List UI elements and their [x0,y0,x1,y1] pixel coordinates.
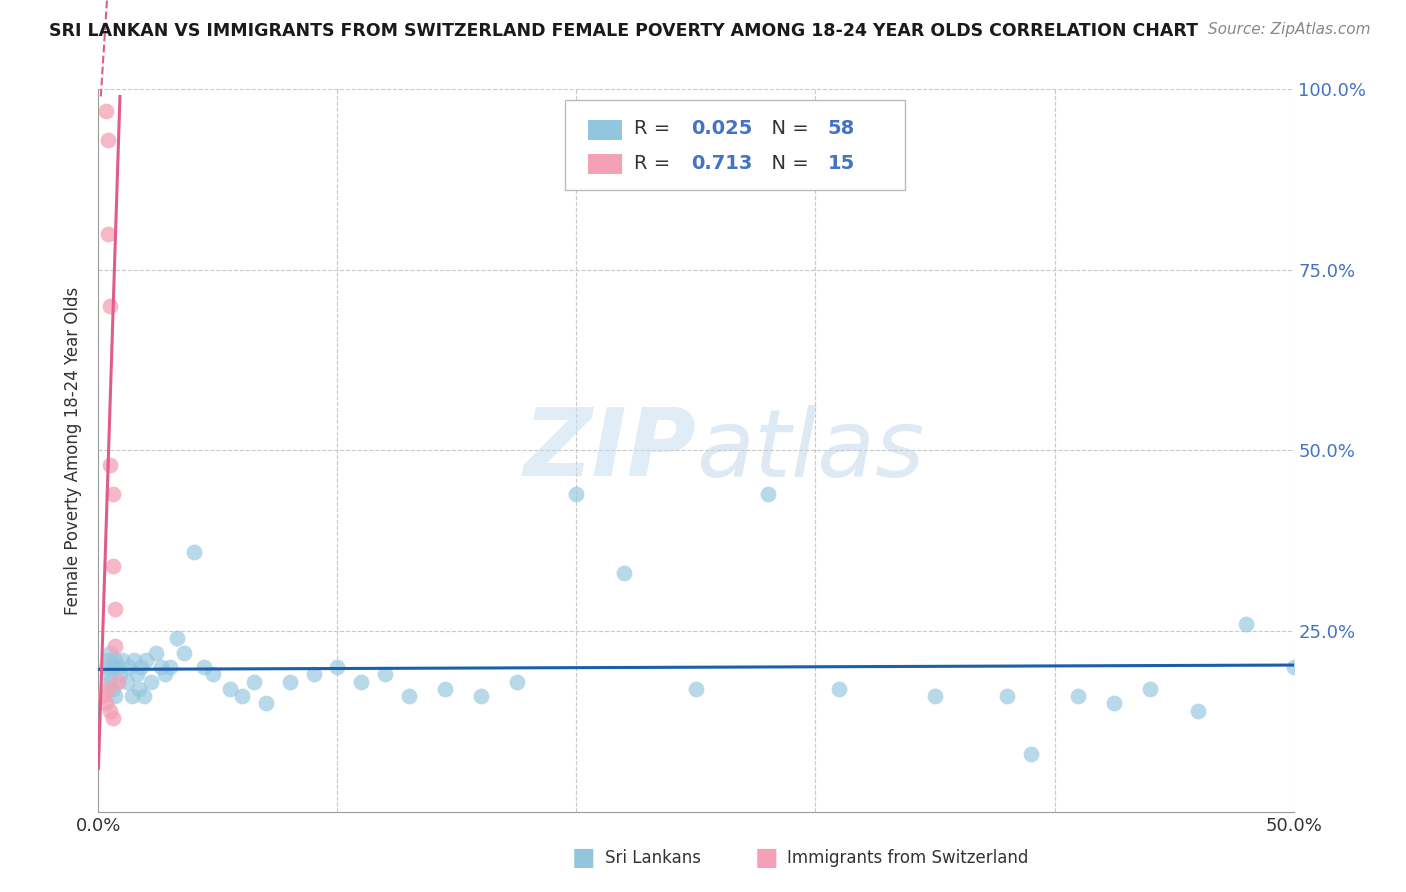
Point [155,667,177,681]
Point [166,632,188,646]
Point [193,660,215,674]
Point [111,653,134,667]
Point [173,646,195,660]
Text: ■: ■ [755,847,778,870]
Bar [589,120,621,140]
Text: Immigrants from Switzerland: Immigrants from Switzerland [787,849,1029,867]
Point [1019,747,1042,761]
Point [98,646,122,660]
Text: 0.713: 0.713 [692,154,752,173]
Point [183,544,205,558]
Point [124,653,146,667]
Point [756,487,779,501]
Point [149,660,172,674]
Point [104,639,127,653]
Point [97,653,120,667]
Point [434,681,457,696]
Point [398,689,420,703]
Text: Source: ZipAtlas.com: Source: ZipAtlas.com [1208,22,1371,37]
Point [159,660,181,674]
Point [1139,681,1161,696]
Point [139,674,162,689]
Point [243,674,266,689]
Point [97,681,120,696]
Point [125,667,148,681]
Point [107,660,129,674]
Text: R =: R = [634,120,676,138]
Point [135,653,157,667]
Point [374,667,396,681]
Text: N =: N = [759,120,815,138]
Point [94,660,117,674]
Bar [589,154,621,175]
FancyBboxPatch shape [565,100,905,190]
Point [98,458,122,472]
Point [995,689,1018,703]
Point [132,689,155,703]
Text: ZIP: ZIP [523,404,696,497]
Point [1187,704,1209,718]
Point [1234,616,1257,631]
Point [302,667,325,681]
Point [128,681,150,696]
Point [470,689,492,703]
Text: 15: 15 [827,154,855,173]
Text: Sri Lankans: Sri Lankans [605,849,700,867]
Point [202,667,225,681]
Point [326,660,349,674]
Point [1282,660,1305,674]
Point [98,299,122,313]
Point [115,674,138,689]
Point [1104,696,1126,710]
Text: SRI LANKAN VS IMMIGRANTS FROM SWITZERLAND FEMALE POVERTY AMONG 18-24 YEAR OLDS C: SRI LANKAN VS IMMIGRANTS FROM SWITZERLAN… [49,22,1198,40]
Text: R =: R = [634,154,676,173]
Point [97,133,120,147]
Point [104,689,127,703]
Point [91,689,114,703]
Point [101,660,124,674]
Text: ■: ■ [572,847,595,870]
Point [828,681,851,696]
Point [101,681,124,696]
Point [613,566,636,581]
Point [101,559,124,574]
Text: N =: N = [759,154,815,173]
Text: 0.025: 0.025 [692,120,752,138]
Point [254,696,277,710]
Point [101,711,124,725]
Point [97,227,120,241]
Point [685,681,707,696]
Point [145,646,167,660]
Point [101,487,124,501]
Point [98,674,122,689]
Point [98,704,122,718]
Point [104,602,127,616]
Point [118,660,141,674]
Point [97,667,120,681]
Point [506,674,529,689]
Point [231,689,253,703]
Point [94,696,117,710]
Point [104,653,127,667]
Point [131,660,153,674]
Point [219,681,242,696]
Point [924,689,946,703]
Point [94,103,117,118]
Point [1067,689,1090,703]
Text: atlas: atlas [696,405,924,496]
Point [565,487,588,501]
Point [278,674,301,689]
Point [121,689,143,703]
Point [107,674,129,689]
Point [108,667,131,681]
Text: 58: 58 [827,120,855,138]
Y-axis label: Female Poverty Among 18-24 Year Olds: Female Poverty Among 18-24 Year Olds [65,286,83,615]
Point [350,674,373,689]
